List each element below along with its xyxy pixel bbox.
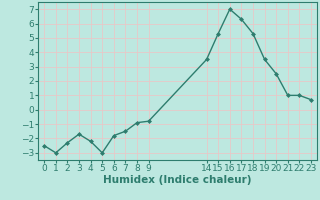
X-axis label: Humidex (Indice chaleur): Humidex (Indice chaleur) [103, 175, 252, 185]
